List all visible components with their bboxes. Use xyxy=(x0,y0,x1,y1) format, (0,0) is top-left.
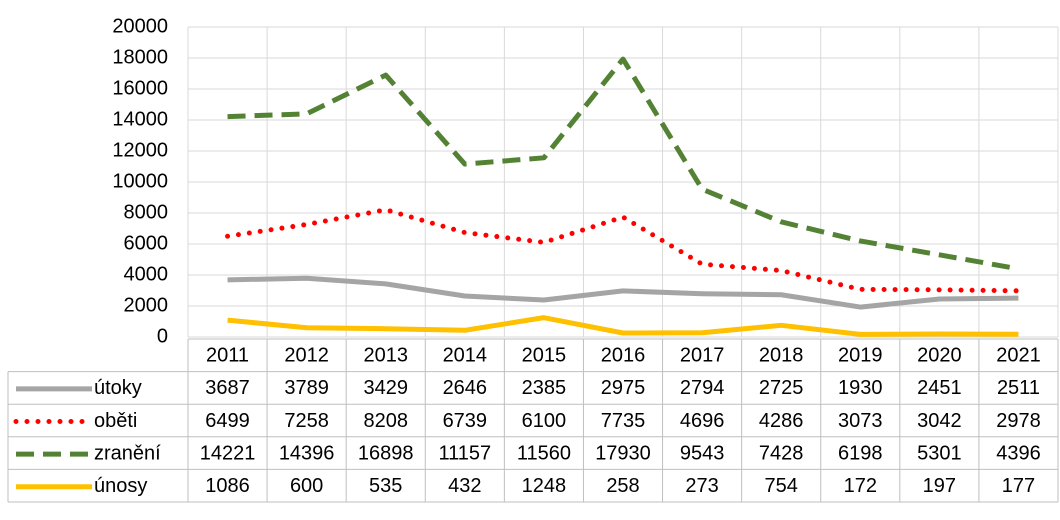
y-tick-label: 6000 xyxy=(124,232,169,254)
table-value: 9543 xyxy=(680,442,725,464)
table-value: 2511 xyxy=(997,377,1040,399)
table-value: 11157 xyxy=(438,442,491,464)
table-value: 1086 xyxy=(205,475,250,497)
table-value: 3687 xyxy=(205,377,250,399)
legend-label: zranění xyxy=(94,442,161,464)
table-value: 17930 xyxy=(595,442,651,464)
series-line xyxy=(227,315,1019,337)
table-value: 172 xyxy=(844,475,877,497)
x-tick-label: 2013 xyxy=(363,345,408,367)
x-tick-label: 2020 xyxy=(917,345,962,367)
table-value: 3073 xyxy=(838,410,883,432)
y-tick-label: 14000 xyxy=(112,108,168,130)
y-tick-label: 8000 xyxy=(124,201,169,223)
series-line xyxy=(227,56,1019,272)
y-tick-label: 2000 xyxy=(124,294,169,316)
table-value: 177 xyxy=(1002,475,1035,497)
table-value: 2646 xyxy=(443,377,488,399)
x-tick-label: 2014 xyxy=(443,345,488,367)
table-value: 2975 xyxy=(601,377,646,399)
table-value: 5301 xyxy=(917,442,962,464)
table-value: 4286 xyxy=(759,410,804,432)
series-line xyxy=(225,207,1021,294)
y-tick-label: 16000 xyxy=(112,77,168,99)
legend-label: oběti xyxy=(94,410,137,432)
table-value: 11560 xyxy=(517,442,571,464)
y-tick-label: 20000 xyxy=(112,15,168,37)
table-value: 16898 xyxy=(358,442,414,464)
y-tick-label: 4000 xyxy=(124,263,169,285)
y-tick-label: 10000 xyxy=(112,170,168,192)
table-value: 7428 xyxy=(759,442,804,464)
table-value: 4696 xyxy=(680,410,725,432)
table-value: 6100 xyxy=(522,410,567,432)
table-value: 4396 xyxy=(996,442,1041,464)
table-value: 754 xyxy=(764,475,797,497)
table-value: 2794 xyxy=(680,377,725,399)
table-value: 535 xyxy=(369,475,402,497)
table-value: 6499 xyxy=(205,410,250,432)
table-value: 6198 xyxy=(838,442,883,464)
table-value: 1248 xyxy=(522,475,567,497)
table-value: 2725 xyxy=(759,377,804,399)
table-value: 1930 xyxy=(838,377,883,399)
x-tick-label: 2016 xyxy=(601,345,646,367)
table-value: 3042 xyxy=(917,410,962,432)
series-line xyxy=(227,275,1019,310)
table-value: 14396 xyxy=(279,442,335,464)
table-value: 2451 xyxy=(917,377,962,399)
table-value: 7735 xyxy=(601,410,646,432)
x-tick-label: 2018 xyxy=(759,345,804,367)
table-value: 273 xyxy=(685,475,718,497)
y-tick-label: 12000 xyxy=(112,139,168,161)
table-value: 3789 xyxy=(284,377,329,399)
table-value: 600 xyxy=(290,475,323,497)
y-tick-label: 18000 xyxy=(112,46,168,68)
x-tick-label: 2011 xyxy=(206,345,249,367)
table-value: 2978 xyxy=(996,410,1041,432)
table-value: 2385 xyxy=(522,377,567,399)
table-value: 6739 xyxy=(443,410,488,432)
table-value: 7258 xyxy=(284,410,329,432)
x-tick-label: 2012 xyxy=(284,345,329,367)
x-tick-label: 2015 xyxy=(522,345,567,367)
legend-label: útoky xyxy=(94,377,142,399)
x-tick-label: 2017 xyxy=(680,345,725,367)
table-value: 432 xyxy=(448,475,481,497)
table-value: 14221 xyxy=(200,442,256,464)
legend-label: únosy xyxy=(94,475,147,497)
x-tick-label: 2021 xyxy=(996,345,1041,367)
y-tick-label: 0 xyxy=(157,325,168,347)
table-value: 258 xyxy=(606,475,639,497)
table-value: 3429 xyxy=(363,377,408,399)
table-value: 197 xyxy=(923,475,956,497)
table-value: 8208 xyxy=(363,410,408,432)
x-tick-label: 2019 xyxy=(838,345,883,367)
